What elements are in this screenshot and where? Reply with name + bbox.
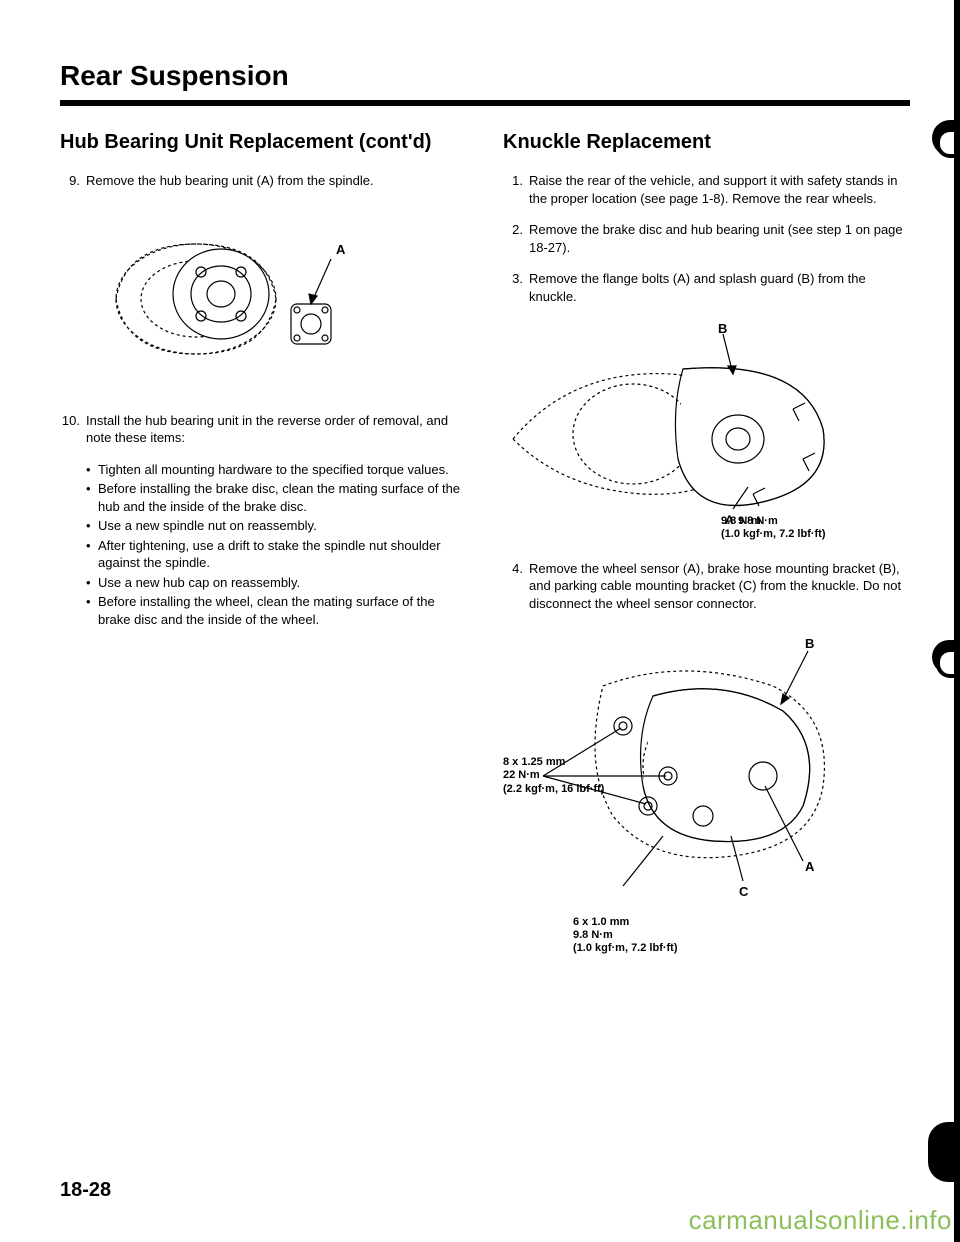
step-number: 2. xyxy=(503,221,529,256)
step-text: Remove the wheel sensor (A), brake hose … xyxy=(529,560,910,613)
note-item: Use a new spindle nut on reassembly. xyxy=(86,517,467,535)
figure-label-b: B xyxy=(805,636,814,651)
step-text: Remove the flange bolts (A) and splash g… xyxy=(529,270,910,305)
step: 9. Remove the hub bearing unit (A) from … xyxy=(60,172,467,190)
watermark: carmanualsonline.info xyxy=(681,1199,960,1242)
step: 1. Raise the rear of the vehicle, and su… xyxy=(503,172,910,207)
note-item: After tightening, use a drift to stake t… xyxy=(86,537,467,572)
figure-label-c: C xyxy=(739,884,749,899)
note-item: Use a new hub cap on reassembly. xyxy=(86,574,467,592)
step-number: 3. xyxy=(503,270,529,305)
content-columns: Hub Bearing Unit Replacement (cont'd) 9.… xyxy=(60,130,910,1013)
figure-knuckle-sensor: B A C 8 x 1.25 mm22 N·m(2.2 kgf·m, 16 lb… xyxy=(503,626,910,995)
step-text: Remove the brake disc and hub bearing un… xyxy=(529,221,910,256)
step-text: Install the hub bearing unit in the reve… xyxy=(86,412,467,447)
left-column: Hub Bearing Unit Replacement (cont'd) 9.… xyxy=(60,130,467,1013)
step-number: 4. xyxy=(503,560,529,613)
right-heading: Knuckle Replacement xyxy=(503,130,910,154)
title-divider xyxy=(60,100,910,106)
right-column: Knuckle Replacement 1. Raise the rear of… xyxy=(503,130,910,1013)
step: 3. Remove the flange bolts (A) and splas… xyxy=(503,270,910,305)
page-title: Rear Suspension xyxy=(60,60,910,92)
step-number: 9. xyxy=(60,172,86,190)
step-text: Raise the rear of the vehicle, and suppo… xyxy=(529,172,910,207)
figure-label-a: A xyxy=(336,242,346,257)
step: 2. Remove the brake disc and hub bearing… xyxy=(503,221,910,256)
step: 10. Install the hub bearing unit in the … xyxy=(60,412,467,447)
left-heading: Hub Bearing Unit Replacement (cont'd) xyxy=(60,130,467,154)
step-number: 10. xyxy=(60,412,86,447)
torque-spec: 9.8 N·m(1.0 kgf·m, 7.2 lbf·ft) xyxy=(721,515,910,541)
step: 4. Remove the wheel sensor (A), brake ho… xyxy=(503,560,910,613)
figure-knuckle-bolts: B A 9.8 N·m 9.8 N·m(1.0 kgf·m, 7.2 lbf·f… xyxy=(503,319,910,541)
note-item: Before installing the brake disc, clean … xyxy=(86,480,467,515)
figure-label-b: B xyxy=(718,321,727,336)
step-text: Remove the hub bearing unit (A) from the… xyxy=(86,172,467,190)
page-number: 18-28 xyxy=(60,1179,111,1202)
torque-spec-2: 6 x 1.0 mm9.8 N·m(1.0 kgf·m, 7.2 lbf·ft) xyxy=(573,916,733,956)
notes-list: Tighten all mounting hardware to the spe… xyxy=(60,461,467,629)
figure-label-a: A xyxy=(805,859,815,874)
torque-spec-1: 8 x 1.25 mm22 N·m(2.2 kgf·m, 16 lbf·ft) xyxy=(503,756,643,796)
note-item: Tighten all mounting hardware to the spe… xyxy=(86,461,467,479)
step-number: 1. xyxy=(503,172,529,207)
figure-hub-bearing: A xyxy=(86,204,467,394)
note-item: Before installing the wheel, clean the m… xyxy=(86,593,467,628)
